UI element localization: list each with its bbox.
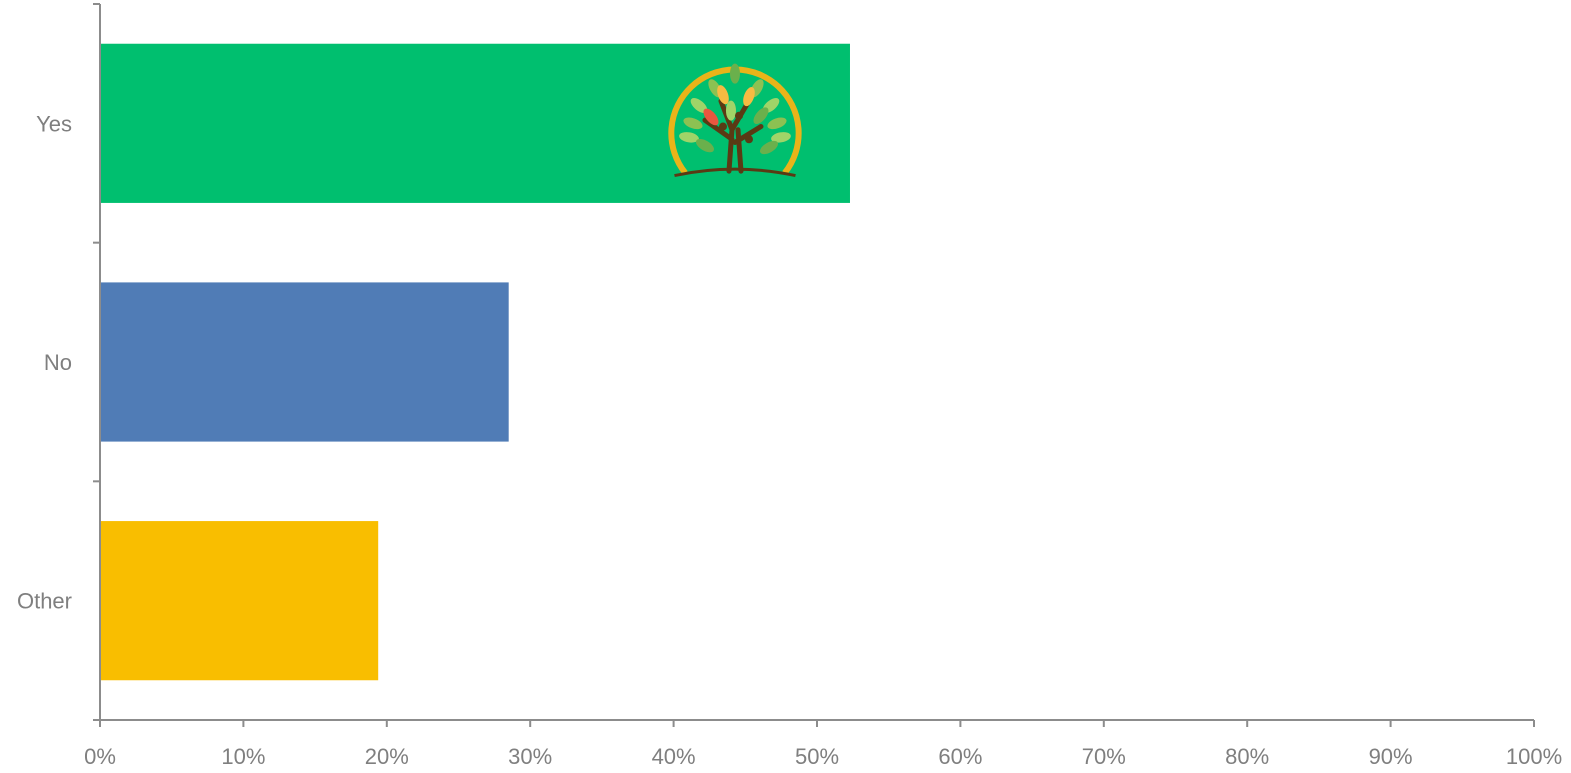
bar-no [100, 282, 509, 442]
x-tick-label: 30% [508, 744, 552, 769]
category-label-yes: Yes [36, 111, 72, 136]
x-tick-label: 20% [365, 744, 409, 769]
y-ticks-group [93, 3, 100, 721]
category-label-other: Other [17, 589, 72, 614]
x-tick-label: 100% [1506, 744, 1562, 769]
tree-logo-icon [668, 63, 802, 178]
x-tick-label: 60% [938, 744, 982, 769]
logo-layer [668, 63, 802, 178]
x-tick-label: 90% [1369, 744, 1413, 769]
x-tick-label: 10% [221, 744, 265, 769]
x-tick-label: 0% [84, 744, 116, 769]
x-tick-label: 70% [1082, 744, 1126, 769]
x-tick-label: 50% [795, 744, 839, 769]
category-labels-group: Yes No Other [17, 111, 72, 613]
bar-other [100, 521, 379, 681]
x-ticks-group [99, 720, 1535, 727]
x-tick-labels-group: 0% 10% 20% 30% 40% 50% 60% 70% 80% 90% 100% [84, 744, 1562, 769]
x-tick-label: 80% [1225, 744, 1269, 769]
x-tick-label: 40% [652, 744, 696, 769]
category-label-no: No [44, 350, 72, 375]
